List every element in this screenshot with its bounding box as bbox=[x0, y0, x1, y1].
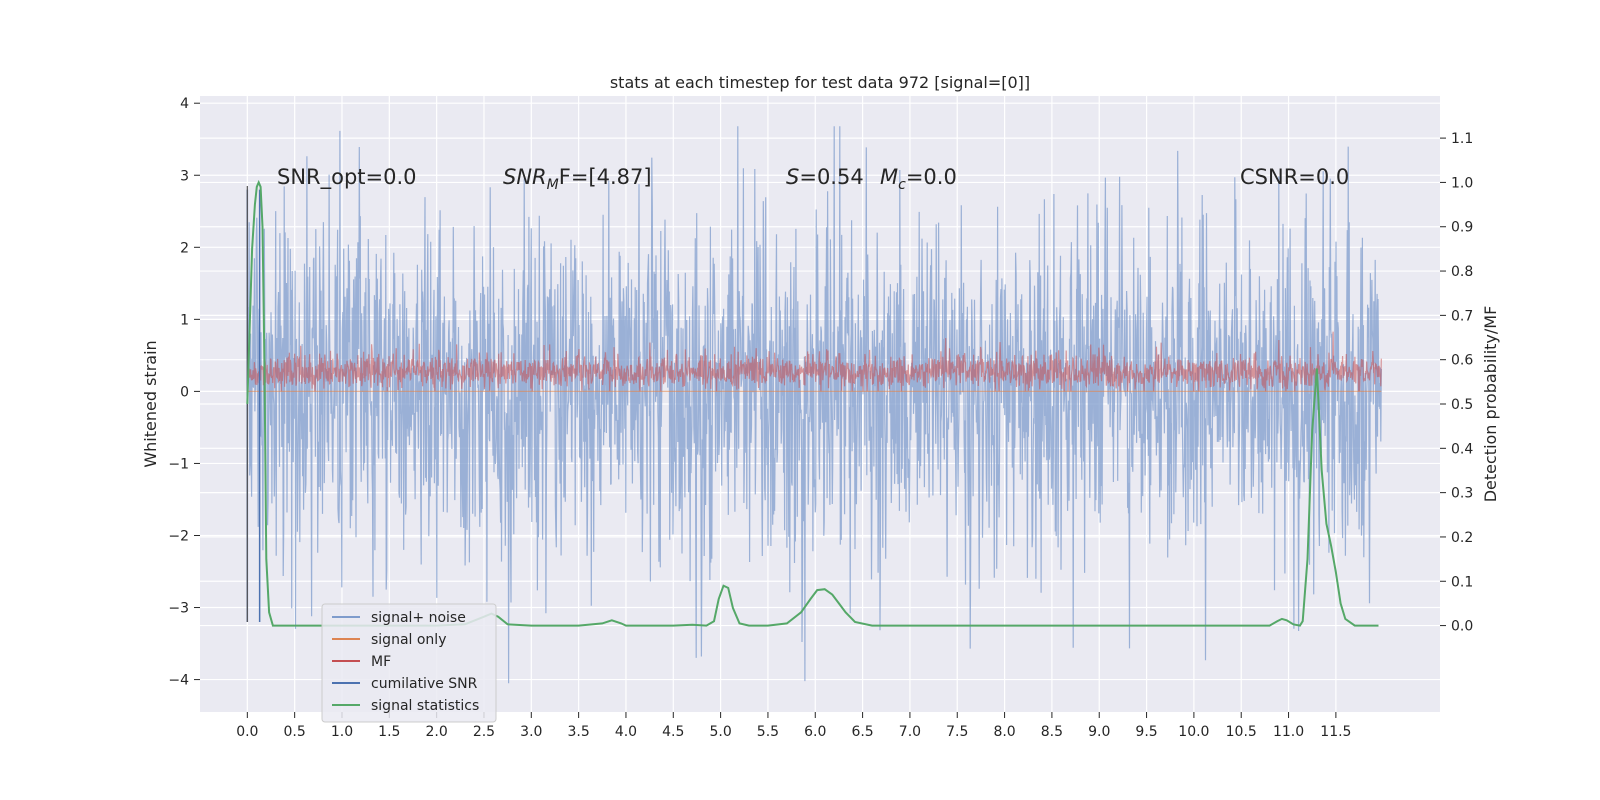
plot-area bbox=[246, 126, 1382, 684]
legend: signal+ noise signal only MF cumilative SNR… bbox=[321, 603, 497, 723]
x-tick-label: 9.5 bbox=[1135, 724, 1157, 740]
legend-label: signal statistics bbox=[371, 698, 479, 714]
legend-label: signal+ noise bbox=[371, 610, 466, 626]
annotation-mc-value: =0.0 bbox=[906, 165, 957, 189]
y-tick-label: −1 bbox=[168, 456, 189, 472]
y2-tick-label: 1.1 bbox=[1451, 131, 1473, 147]
legend-label: cumilative SNR bbox=[371, 676, 478, 692]
y2-tick-label: 0.8 bbox=[1451, 264, 1473, 280]
annotation-snr-mf-base: SNR bbox=[503, 165, 547, 189]
x-axis-ticks: 0.0 0.5 1.0 1.5 2.0 2.5 3.0 3.5 4.0 4.5 5.0 5.5 6.0 6… bbox=[236, 712, 1351, 740]
x-tick-label: 2.0 bbox=[426, 724, 448, 740]
x-tick-label: 11.5 bbox=[1320, 724, 1351, 740]
x-tick-label: 8.5 bbox=[1041, 724, 1063, 740]
y-tick-label: 2 bbox=[180, 240, 189, 256]
x-tick-label: 1.5 bbox=[378, 724, 400, 740]
legend-box bbox=[321, 603, 497, 723]
y-tick-label: 4 bbox=[180, 96, 189, 112]
x-tick-label: 10.0 bbox=[1178, 724, 1209, 740]
chart-title: stats at each timestep for test data 972… bbox=[610, 73, 1030, 92]
annotation-csnr: CSNR=0.0 bbox=[1240, 165, 1349, 189]
series-signal-noise-line bbox=[246, 126, 1382, 684]
y-axis-label: Whitened strain bbox=[141, 340, 160, 467]
x-tick-label: 2.5 bbox=[473, 724, 495, 740]
series-signal-statistics-line bbox=[246, 179, 1379, 627]
x-tick-label: 9.0 bbox=[1088, 724, 1110, 740]
x-tick-label: 0.5 bbox=[284, 724, 306, 740]
y-tick-label: −3 bbox=[168, 601, 189, 617]
annotation-snr-mf-sub: M bbox=[547, 177, 559, 193]
x-tick-label: 5.0 bbox=[709, 724, 731, 740]
y2-tick-label: 0.4 bbox=[1451, 441, 1473, 457]
x-tick-label: 3.0 bbox=[520, 724, 542, 740]
annotation-s-var: S bbox=[786, 165, 799, 189]
x-tick-label: 4.0 bbox=[615, 724, 637, 740]
x-tick-label: 0.0 bbox=[236, 724, 258, 740]
x-tick-label: 10.5 bbox=[1226, 724, 1257, 740]
y2-axis-label: Detection probability/MF bbox=[1481, 306, 1500, 503]
y2-tick-label: 0.2 bbox=[1451, 530, 1473, 546]
annotation-mc-base: M bbox=[880, 165, 898, 189]
x-tick-label: 5.5 bbox=[757, 724, 779, 740]
x-tick-label: 1.0 bbox=[331, 724, 353, 740]
y-tick-label: −2 bbox=[168, 528, 189, 544]
y2-axis-ticks: 1.1 1.0 0.9 0.8 0.7 0.6 0.5 0.4 0.3 0.2 0.1 0.0 bbox=[1440, 131, 1473, 635]
x-tick-label: 3.5 bbox=[567, 724, 589, 740]
y2-tick-label: 0.3 bbox=[1451, 486, 1473, 502]
annotation-s-value: =0.54 bbox=[799, 165, 863, 189]
y-axis-ticks: 4 3 2 1 0 −1 −2 −3 −4 bbox=[168, 96, 200, 689]
y-tick-label: −4 bbox=[168, 673, 189, 689]
x-tick-label: 8.0 bbox=[993, 724, 1015, 740]
y-tick-label: 3 bbox=[180, 168, 189, 184]
y2-tick-label: 1.0 bbox=[1451, 175, 1473, 191]
annotation-snr-mf: SNRMF=[4.87] bbox=[503, 165, 652, 193]
x-tick-label: 4.5 bbox=[662, 724, 684, 740]
annotation-snr-mf-value: F=[4.87] bbox=[559, 165, 652, 189]
series-mf-line bbox=[246, 331, 1382, 392]
y2-tick-label: 0.0 bbox=[1451, 619, 1473, 635]
x-tick-label: 11.0 bbox=[1273, 724, 1304, 740]
y2-tick-label: 0.5 bbox=[1451, 397, 1473, 413]
y2-tick-label: 0.1 bbox=[1451, 574, 1473, 590]
legend-label: MF bbox=[371, 654, 391, 670]
annotation-s: S=0.54 bbox=[786, 165, 864, 189]
x-tick-label: 7.5 bbox=[946, 724, 968, 740]
x-tick-label: 7.0 bbox=[899, 724, 921, 740]
x-tick-label: 6.0 bbox=[804, 724, 826, 740]
annotation-mc: Mc=0.0 bbox=[880, 165, 957, 193]
y2-tick-label: 0.6 bbox=[1451, 353, 1473, 369]
annotation-snr-opt: SNR_opt=0.0 bbox=[277, 165, 417, 190]
y2-tick-label: 0.9 bbox=[1451, 220, 1473, 236]
legend-label: signal only bbox=[371, 632, 446, 648]
x-tick-label: 6.5 bbox=[851, 724, 873, 740]
y-tick-label: 1 bbox=[180, 312, 189, 328]
y-tick-label: 0 bbox=[180, 384, 189, 400]
annotation-mc-sub: c bbox=[898, 177, 906, 193]
y2-tick-label: 0.7 bbox=[1451, 308, 1473, 324]
